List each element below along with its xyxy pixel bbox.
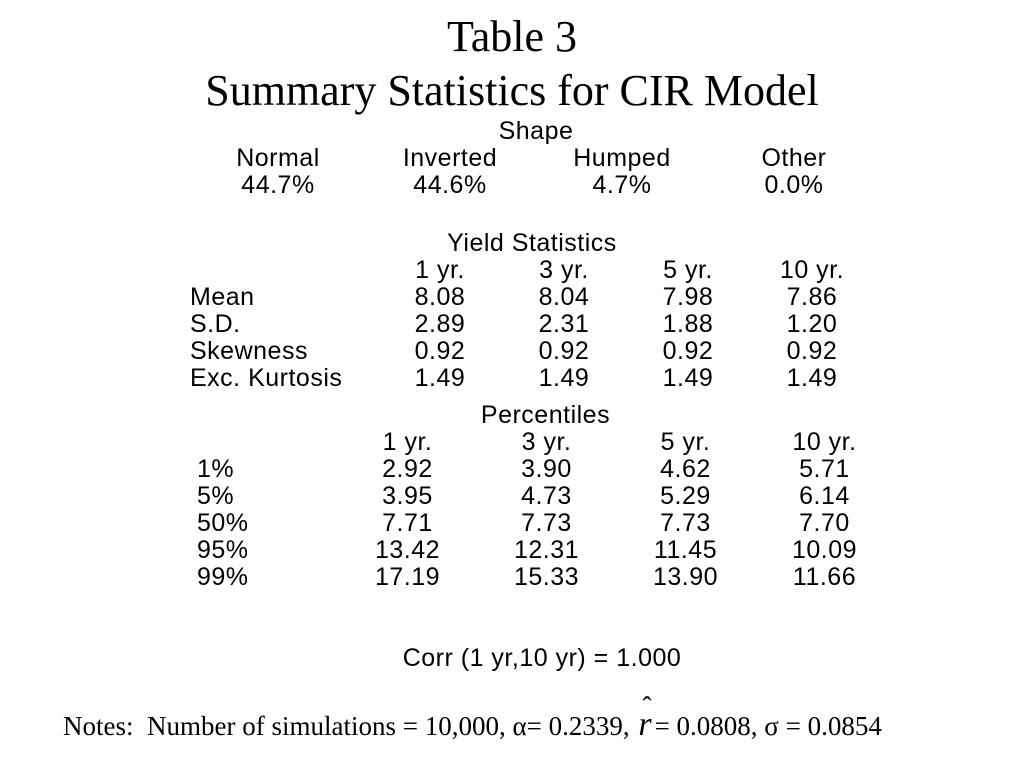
row-label-cell: Skewness xyxy=(190,337,308,365)
corner-cell xyxy=(197,429,338,456)
shape-value-cell: 44.7% xyxy=(241,171,315,199)
row-label-cell: 50% xyxy=(197,509,249,537)
value-cell: 4.73 xyxy=(521,482,572,510)
value-cell: 11.45 xyxy=(653,536,718,564)
value-cell: 12.31 xyxy=(513,536,580,564)
value-cell: 6.14 xyxy=(799,482,850,510)
value-cell: 17.19 xyxy=(374,563,441,591)
shape-category-cell: Humped xyxy=(573,144,671,172)
row-label-cell: S.D. xyxy=(190,310,241,338)
value-cell: 2.92 xyxy=(382,455,433,483)
notes-line: Notes: Number of simulations = 10,000, α… xyxy=(63,694,1024,746)
value-cell: 5.29 xyxy=(660,482,711,510)
value-cell: 7.70 xyxy=(799,509,850,537)
value-cell: 1.49 xyxy=(414,364,466,392)
shape-value-cell: 0.0% xyxy=(764,171,824,199)
column-header-cell: 5 yr. xyxy=(663,256,713,284)
notes-text-part1: Notes: Number of simulations = 10,000, α… xyxy=(63,711,637,741)
value-cell: 2.89 xyxy=(414,310,466,338)
shape-table: Normal Inverted Humped Other 44.7% 44.6%… xyxy=(192,145,880,199)
table-row: 50% 7.71 7.73 7.73 7.70 xyxy=(197,510,894,537)
value-cell: 7.73 xyxy=(521,509,572,537)
yield-statistics-heading: Yield Statistics xyxy=(447,229,617,257)
yield-statistics-section: Yield Statistics 1 yr. 3 yr. 5 yr. 10 yr… xyxy=(190,230,874,392)
value-cell: 0.92 xyxy=(538,337,590,365)
row-label-cell: 95% xyxy=(197,536,249,564)
table-row: 5% 3.95 4.73 5.29 6.14 xyxy=(197,483,894,510)
title-line-2: Summary Statistics for CIR Model xyxy=(205,66,819,115)
table-row: 95% 13.42 12.31 11.45 10.09 xyxy=(197,537,894,564)
percentiles-table: 1 yr. 3 yr. 5 yr. 10 yr. 1% 2.92 3.90 4.… xyxy=(197,429,894,591)
table-row: Exc. Kurtosis 1.49 1.49 1.49 1.49 xyxy=(190,365,874,392)
value-cell: 7.86 xyxy=(786,283,838,311)
shape-category-row: Normal Inverted Humped Other xyxy=(192,145,880,172)
value-cell: 1.49 xyxy=(538,364,590,392)
value-cell: 1.49 xyxy=(786,364,838,392)
notes-text-part2: = 0.0808, σ = 0.0854 xyxy=(654,711,882,741)
value-cell: 8.04 xyxy=(538,283,590,311)
column-header-cell: 1 yr. xyxy=(382,428,433,456)
percentiles-section: Percentiles 1 yr. 3 yr. 5 yr. 10 yr. 1% … xyxy=(197,402,894,591)
value-cell: 3.90 xyxy=(521,455,572,483)
title-line-1: Table 3 xyxy=(446,12,578,61)
percentiles-heading: Percentiles xyxy=(480,401,611,429)
shape-value-cell: 4.7% xyxy=(592,171,652,199)
value-cell: 15.33 xyxy=(513,563,580,591)
column-header-cell: 3 yr. xyxy=(521,428,572,456)
table-row: 1% 2.92 3.90 4.62 5.71 xyxy=(197,456,894,483)
value-cell: 4.62 xyxy=(660,455,711,483)
value-cell: 0.92 xyxy=(786,337,838,365)
column-header-row: 1 yr. 3 yr. 5 yr. 10 yr. xyxy=(197,429,894,456)
column-header-cell: 5 yr. xyxy=(660,428,711,456)
correlation-note: Corr (1 yr,10 yr) = 1.000 xyxy=(402,644,682,672)
row-label-cell: 5% xyxy=(197,482,235,510)
row-label-cell: 99% xyxy=(197,563,249,591)
value-cell: 13.90 xyxy=(652,563,719,591)
row-label-cell: Exc. Kurtosis xyxy=(190,364,343,392)
shape-value-row: 44.7% 44.6% 4.7% 0.0% xyxy=(192,172,880,199)
value-cell: 7.98 xyxy=(662,283,714,311)
value-cell: 7.73 xyxy=(660,509,711,537)
value-cell: 2.31 xyxy=(538,310,590,338)
value-cell: 1.88 xyxy=(662,310,714,338)
value-cell: 7.71 xyxy=(382,509,433,537)
value-cell: 5.71 xyxy=(799,455,850,483)
slide-title: Table 3 Summary Statistics for CIR Model xyxy=(0,10,1024,118)
row-label-cell: Mean xyxy=(190,283,255,311)
value-cell: 11.66 xyxy=(792,563,857,591)
value-cell: 10.09 xyxy=(791,536,858,564)
r-hat-base: r xyxy=(638,706,652,743)
value-cell: 0.92 xyxy=(662,337,714,365)
column-header-cell: 10 yr. xyxy=(779,256,845,284)
table-row: 99% 17.19 15.33 13.90 11.66 xyxy=(197,564,894,591)
r-hat-accent: ˆ xyxy=(642,692,652,723)
column-header-cell: 1 yr. xyxy=(415,256,465,284)
shape-value-cell: 44.6% xyxy=(413,171,487,199)
column-header-row: 1 yr. 3 yr. 5 yr. 10 yr. xyxy=(190,257,874,284)
value-cell: 13.42 xyxy=(374,536,441,564)
shape-category-cell: Normal xyxy=(236,144,320,172)
value-cell: 3.95 xyxy=(382,482,433,510)
table-row: S.D. 2.89 2.31 1.88 1.20 xyxy=(190,311,874,338)
value-cell: 1.49 xyxy=(662,364,714,392)
shape-category-cell: Other xyxy=(761,144,827,172)
table-row: Mean 8.08 8.04 7.98 7.86 xyxy=(190,284,874,311)
shape-category-cell: Inverted xyxy=(402,144,498,172)
value-cell: 0.92 xyxy=(414,337,466,365)
table-row: Skewness 0.92 0.92 0.92 0.92 xyxy=(190,338,874,365)
corner-cell xyxy=(190,257,378,284)
column-header-cell: 3 yr. xyxy=(539,256,589,284)
column-header-cell: 10 yr. xyxy=(792,428,857,456)
row-label-cell: 1% xyxy=(197,455,235,483)
shape-heading: Shape xyxy=(498,117,574,145)
value-cell: 8.08 xyxy=(414,283,466,311)
value-cell: 1.20 xyxy=(786,310,838,338)
shape-section: Shape Normal Inverted Humped Other 44.7%… xyxy=(192,118,880,199)
yield-statistics-table: 1 yr. 3 yr. 5 yr. 10 yr. Mean 8.08 8.04 … xyxy=(190,257,874,392)
